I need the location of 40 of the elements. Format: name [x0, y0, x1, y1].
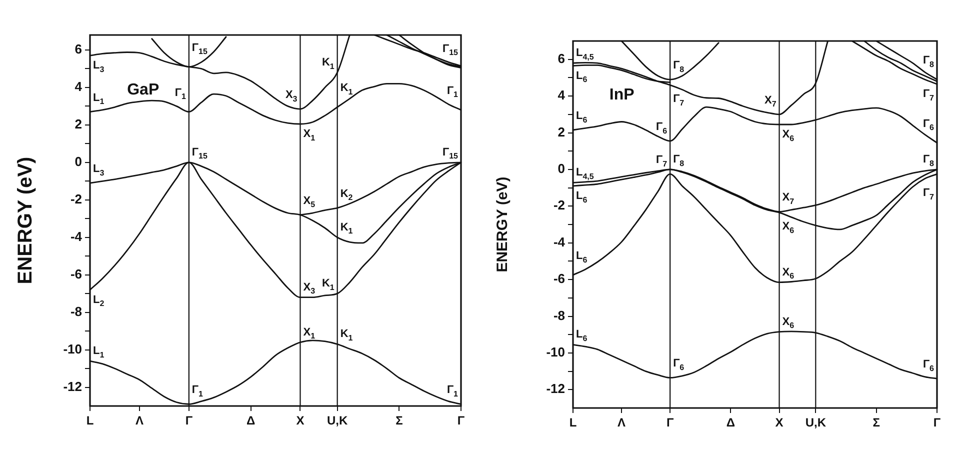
y-tick-label: 4 — [74, 79, 83, 94]
x-tick-label: L — [569, 416, 577, 430]
y-tick-label: -12 — [546, 381, 565, 396]
y-axis-title: ENERGY (eV) — [14, 156, 37, 284]
x-tick-label: Σ — [396, 414, 403, 428]
text: InP — [609, 86, 635, 104]
y-tick-label: 2 — [74, 116, 82, 132]
x-tick-label: U,K — [805, 416, 826, 430]
y-tick-label: 6 — [74, 42, 82, 57]
y-tick-label: 2 — [558, 124, 565, 140]
y-tick-label: -2 — [553, 198, 565, 213]
y-tick-label: -4 — [70, 228, 83, 244]
x-tick-label: Γ — [933, 416, 942, 430]
y-tick-label: -12 — [63, 378, 82, 394]
y-tick-label: 0 — [74, 154, 82, 169]
y-tick-label: -6 — [553, 271, 565, 286]
x-tick-label: U,K — [326, 414, 348, 428]
y-tick-label: -4 — [553, 234, 566, 250]
y-tick-label: 4 — [558, 88, 566, 103]
x-tick-label: X — [775, 416, 784, 430]
x-tick-label: Γ — [666, 416, 674, 430]
y-tick-label: -10 — [63, 341, 82, 356]
x-tick-label: L — [86, 414, 94, 428]
x-tick-label: Δ — [726, 416, 736, 430]
y-tick-label: -2 — [70, 191, 82, 206]
x-tick-label: Σ — [872, 416, 880, 430]
y-axis-title: ENERGY (eV) — [494, 176, 512, 272]
text: GaP — [127, 81, 160, 98]
y-tick-label: -10 — [546, 344, 565, 360]
x-tick-label: Λ — [618, 416, 626, 430]
x-tick-label: Γ — [185, 414, 194, 428]
y-tick-label: -8 — [70, 304, 82, 319]
x-tick-label: Γ — [457, 414, 466, 428]
x-tick-label: X — [296, 414, 304, 428]
y-tick-label: 0 — [558, 161, 565, 176]
x-tick-label: Δ — [246, 414, 256, 428]
x-tick-label: Λ — [135, 414, 144, 428]
y-tick-label: -8 — [553, 308, 565, 323]
y-tick-label: -6 — [70, 266, 82, 282]
y-tick-label: 6 — [558, 50, 565, 66]
